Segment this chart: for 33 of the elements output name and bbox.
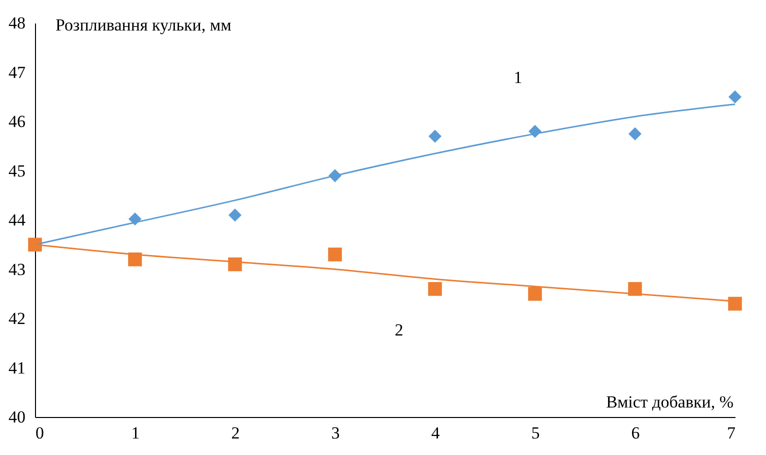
annotation: 1 [514,68,522,88]
y-tick-label: 48 [8,14,26,32]
point [428,130,442,143]
x-tick-label: 5 [531,424,540,442]
y-tick-label: 41 [8,358,26,378]
y-axis-title: Розпливання кульки, мм [56,16,232,34]
point [628,127,642,140]
y-tick-label: 43 [8,260,26,279]
point [128,252,142,266]
x-tick-label: 4 [431,424,440,442]
point [128,212,142,226]
x-axis-title: Вміст добавки, % [606,392,734,412]
point [28,238,42,252]
point [528,286,542,301]
y-tick-label: 46 [8,112,26,131]
x-tick-label: 6 [631,424,640,442]
point [728,90,742,104]
point [628,282,642,296]
point [228,208,242,222]
y-tick-label: 44 [8,210,26,230]
x-tick-label: 7 [727,424,736,442]
y-tick-label: 40 [8,408,26,426]
point [328,248,342,262]
x-tick-label: 0 [36,424,44,442]
y-tick-label: 47 [8,62,26,82]
x-tick-label: 1 [131,424,140,442]
x-tick-label: 2 [231,424,240,442]
point [428,282,442,296]
y-tick-label: 42 [8,309,26,328]
x-tick-label: 3 [331,424,340,442]
point [728,296,742,311]
annotation: 2 [394,320,404,340]
y-tick-label: 45 [8,161,26,180]
